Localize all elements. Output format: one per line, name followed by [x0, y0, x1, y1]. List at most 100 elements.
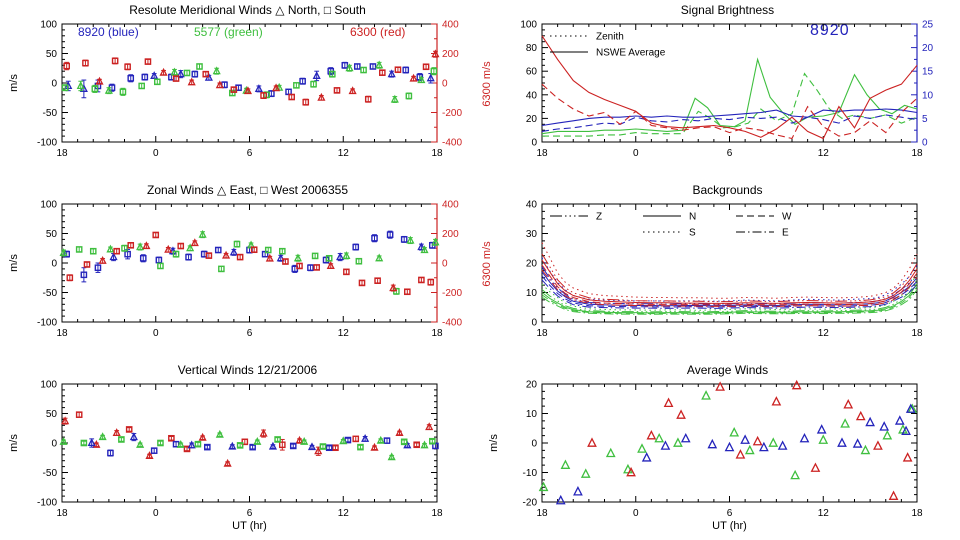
series-5577 NSWE Average — [541, 57, 918, 135]
svg-text:30: 30 — [526, 229, 538, 240]
svg-text:6: 6 — [247, 508, 253, 519]
panel-title: Signal Brightness — [680, 3, 775, 17]
series-5577 Zenith — [542, 72, 918, 137]
panel-average-winds: Average Winds m/s UT (hr) 18 0 6 12 18 -20 -10… — [480, 360, 960, 540]
svg-text:50: 50 — [46, 229, 58, 240]
panel-title: Average Winds — [686, 363, 769, 377]
svg-text:12: 12 — [818, 328, 830, 339]
series-green-W — [541, 286, 918, 315]
svg-text:-100: -100 — [37, 138, 57, 149]
annotation-8920-blue: 8920 (blue) — [78, 25, 139, 39]
panel-title: Vertical Winds 12/21/2006 — [177, 363, 318, 377]
annotation-5577-green: 5577 (green) — [194, 25, 263, 39]
svg-text:10: 10 — [526, 409, 538, 420]
svg-text:NSWE Average: NSWE Average — [596, 48, 666, 59]
series-green-Z — [541, 279, 918, 313]
svg-text:Z: Z — [596, 212, 602, 223]
svg-text:0: 0 — [51, 79, 57, 90]
series-6300 — [63, 49, 440, 106]
series-blue-S — [541, 257, 918, 302]
svg-text:18: 18 — [911, 148, 923, 159]
series-red-E — [541, 269, 918, 307]
panel-meridional-winds: Resolute Meridional Winds △ North, □ Sou… — [0, 0, 493, 180]
svg-text:25: 25 — [922, 20, 934, 31]
series-8920 — [555, 403, 916, 505]
svg-text:100: 100 — [40, 20, 57, 31]
svg-text:0: 0 — [442, 259, 448, 270]
svg-text:18: 18 — [911, 508, 923, 519]
series-red-S — [541, 242, 918, 299]
svg-text:0: 0 — [633, 328, 639, 339]
svg-text:0: 0 — [531, 318, 537, 329]
svg-text:6: 6 — [247, 148, 253, 159]
svg-text:0: 0 — [531, 439, 537, 450]
panel-title: Resolute Meridional Winds △ North, □ Sou… — [129, 3, 366, 17]
svg-text:20: 20 — [922, 43, 934, 54]
svg-text:0: 0 — [633, 508, 639, 519]
series-8920 NSWE Average — [541, 108, 918, 127]
panel-signal-brightness: Signal Brightness 8920 18 0 6 12 18 0 20 40 60 80… — [480, 0, 960, 180]
svg-text:0: 0 — [51, 259, 57, 270]
svg-text:10: 10 — [526, 288, 538, 299]
signal-brightness-chart: 18 0 6 12 180204060801000510152025ZenithNSWE… — [520, 20, 933, 160]
svg-text:Zenith: Zenith — [596, 32, 624, 43]
series-red-W — [541, 264, 918, 306]
svg-text:-50: -50 — [43, 468, 58, 479]
svg-text:40: 40 — [526, 90, 538, 101]
svg-text:18: 18 — [431, 148, 443, 159]
series-green-N — [541, 283, 918, 314]
series-8920 Zenith — [541, 114, 918, 132]
svg-text:E: E — [782, 228, 789, 239]
svg-text:18: 18 — [536, 328, 548, 339]
svg-text:18: 18 — [536, 148, 548, 159]
svg-text:-100: -100 — [37, 498, 57, 509]
svg-text:0: 0 — [153, 148, 159, 159]
svg-text:6: 6 — [247, 328, 253, 339]
svg-text:-400: -400 — [442, 318, 462, 329]
panel-title: Zonal Winds △ East, □ West 2006355 — [146, 183, 349, 197]
panel-vertical-winds: Vertical Winds 12/21/2006 m/s UT (hr) 18… — [0, 360, 480, 540]
svg-text:20: 20 — [526, 114, 538, 125]
svg-text:0: 0 — [51, 439, 57, 450]
svg-text:-50: -50 — [43, 288, 58, 299]
x-axis-label: UT (hr) — [712, 520, 747, 532]
panel-title: Backgrounds — [692, 183, 763, 197]
svg-text:0: 0 — [153, 508, 159, 519]
svg-text:18: 18 — [56, 508, 68, 519]
svg-text:60: 60 — [526, 67, 538, 78]
svg-text:10: 10 — [922, 90, 934, 101]
svg-text:0: 0 — [922, 138, 928, 149]
svg-text:100: 100 — [520, 20, 537, 31]
svg-text:200: 200 — [442, 49, 459, 60]
svg-text:W: W — [782, 212, 792, 223]
svg-text:18: 18 — [56, 148, 68, 159]
svg-text:40: 40 — [526, 200, 538, 211]
svg-text:6: 6 — [727, 148, 733, 159]
svg-text:-200: -200 — [442, 288, 462, 299]
series-blue-E — [541, 279, 918, 309]
series-5577 — [59, 429, 436, 461]
series-blue-W — [541, 275, 918, 308]
svg-text:100: 100 — [40, 200, 57, 211]
svg-text:12: 12 — [338, 148, 350, 159]
svg-text:18: 18 — [536, 508, 548, 519]
panel-backgrounds: Backgrounds 18 0 6 12 18 0 10 20 30 40 Z N W S E — [480, 180, 960, 360]
series-6300 Zenith — [541, 83, 918, 140]
series-6300 NSWE Average — [541, 35, 918, 140]
svg-text:0: 0 — [633, 148, 639, 159]
svg-text:-50: -50 — [43, 108, 58, 119]
svg-text:5: 5 — [922, 114, 928, 125]
series-red-Z — [541, 253, 918, 303]
svg-text:18: 18 — [911, 328, 923, 339]
series-red-N — [541, 259, 918, 304]
